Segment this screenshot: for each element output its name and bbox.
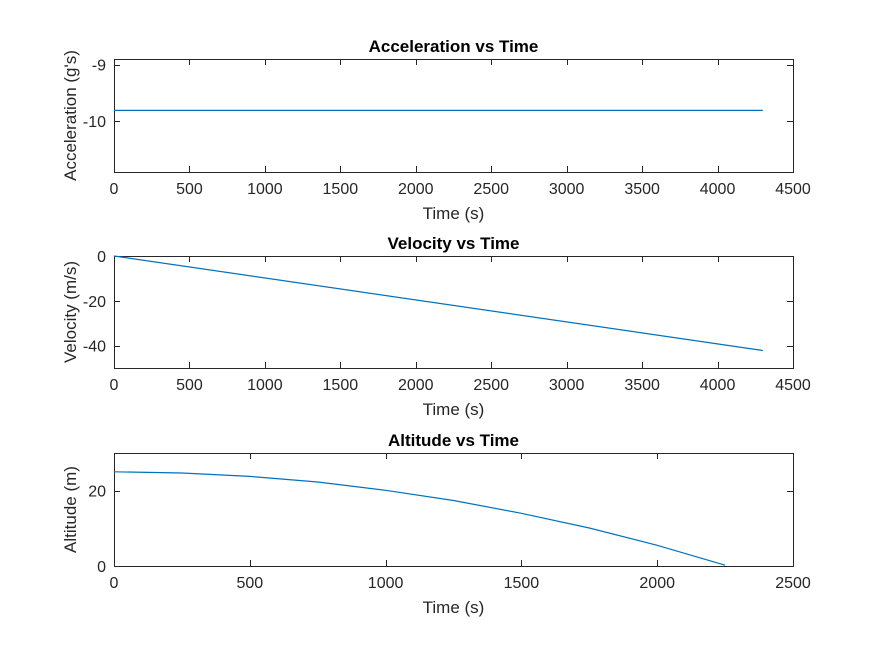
x-tick-label: 3500: [624, 377, 660, 394]
series-line-1: [113, 471, 726, 566]
x-tick-label: 500: [236, 575, 263, 592]
y-tick-label: -9: [92, 58, 106, 75]
x-axis-label: Time (s): [423, 598, 485, 617]
x-tick-label: 500: [176, 377, 203, 394]
x-tick-label: 2500: [775, 575, 811, 592]
chart-panel-3: 0 500 1000 1500 2000 2500 0 20 Altitude vs Time T…: [61, 431, 811, 617]
x-axis-label: Time (s): [423, 400, 485, 419]
y-tick-label: 20: [88, 484, 106, 501]
y-tick-label: -40: [83, 339, 106, 356]
x-tick-label: 0: [110, 377, 119, 394]
plot-area: [114, 256, 794, 369]
x-tick-label: 1500: [323, 181, 359, 198]
y-tick-label: -20: [83, 294, 106, 311]
chart-title: Altitude vs Time: [388, 431, 519, 450]
chart-title: Acceleration vs Time: [369, 37, 539, 56]
y-axis-label: Altitude (m): [61, 466, 80, 553]
plot-area: [114, 59, 794, 173]
x-tick-label: 2500: [473, 377, 509, 394]
x-tick-label: 500: [176, 181, 203, 198]
x-tick-label: 1000: [247, 181, 283, 198]
x-axis-label: Time (s): [423, 204, 485, 223]
x-tick-label: 2000: [398, 377, 434, 394]
x-tick-label: 4500: [775, 181, 811, 198]
x-tick-label: 0: [110, 181, 119, 198]
y-tick-label: 0: [97, 249, 106, 266]
series-line-1: [113, 255, 763, 352]
x-tick-label: 3000: [549, 181, 585, 198]
y-tick-label: -10: [83, 114, 106, 131]
plot-area: [114, 453, 794, 567]
x-tick-label: 2000: [398, 181, 434, 198]
x-tick-label: 4500: [775, 377, 811, 394]
y-axis-label: Acceleration (g's): [61, 50, 80, 181]
x-tick-label: 1500: [504, 575, 540, 592]
x-tick-label: 2000: [639, 575, 675, 592]
x-tick-label: 3500: [624, 181, 660, 198]
x-tick-label: 1500: [323, 377, 359, 394]
x-tick-label: 0: [110, 575, 119, 592]
y-axis-label: Velocity (m/s): [61, 261, 80, 363]
chart-panel-2: 0 500 1000 1500 2000 2500 3000 3500 4000 4500 0 -20…: [61, 234, 811, 419]
chart-title: Velocity vs Time: [388, 234, 520, 253]
chart-panel-1: 0 500 1000 1500 2000 2500 3000 3500 4000 4500 -9 -1…: [61, 37, 811, 223]
x-tick-label: 1000: [247, 377, 283, 394]
x-tick-label: 1000: [368, 575, 404, 592]
y-tick-label: 0: [97, 559, 106, 576]
x-tick-label: 3000: [549, 377, 585, 394]
x-tick-label: 4000: [700, 181, 736, 198]
x-tick-label: 2500: [473, 181, 509, 198]
x-tick-label: 4000: [700, 377, 736, 394]
